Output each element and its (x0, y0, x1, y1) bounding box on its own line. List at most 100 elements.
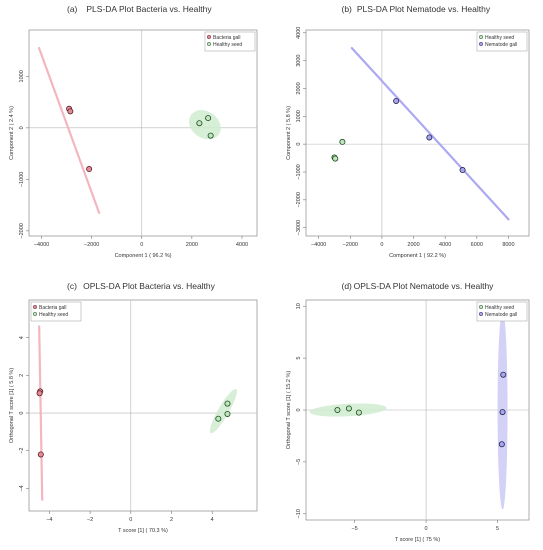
data-point (345, 405, 352, 412)
legend-marker (206, 34, 212, 40)
y-tick-label: −2 (19, 448, 25, 454)
x-tick-label: 0 (129, 517, 132, 523)
y-axis-label: Component 2 ( 2.4 %) (9, 106, 15, 160)
legend-marker (478, 34, 484, 40)
x-tick-label: 4000 (236, 242, 248, 248)
legend-box (476, 301, 528, 322)
y-tick-label: 0 (19, 412, 25, 415)
data-point (196, 120, 203, 127)
y-axis-label: Orthogonal T score [1] ( 15.2 %) (286, 371, 292, 450)
chart-panel: (c) OPLS-DA Plot Bacteria vs. Healthy −4 −2… (9, 281, 258, 534)
x-tick-label: 5 (496, 526, 499, 532)
plot-frame (28, 299, 258, 512)
chart-title: OPLS-DA Plot Bacteria vs. Healthy (83, 281, 216, 291)
panel-label: (d) (342, 281, 353, 291)
data-point (86, 166, 93, 173)
y-tick-label: −3000 (296, 220, 302, 235)
legend-marker (478, 304, 484, 310)
y-tick-label: −1000 (19, 172, 25, 187)
data-point (67, 108, 74, 115)
y-tick-label: 4 (19, 336, 25, 339)
x-tick-label: −2000 (84, 242, 99, 248)
legend-box (476, 31, 528, 52)
chart-panel: (d) OPLS-DA Plot Nematode vs. Healthy −5 0 5… (286, 281, 530, 543)
y-tick-label: −4 (19, 485, 25, 491)
x-tick-label: 6000 (471, 242, 483, 248)
data-point (224, 400, 231, 407)
y-axis-label: Orthogonal T score [1] ( 5.8 %) (9, 368, 15, 443)
data-point (205, 115, 212, 122)
plot-frame (305, 29, 530, 237)
confidence-ellipse (209, 388, 237, 434)
data-point (426, 134, 433, 141)
legend-entry: Healthy seed (485, 35, 514, 41)
data-point (498, 441, 505, 448)
data-point (334, 406, 341, 413)
y-tick-label: −2000 (296, 192, 302, 207)
x-tick-label: 2000 (407, 242, 419, 248)
panel-label: (c) (67, 281, 77, 291)
x-tick-label: −2 (87, 517, 93, 523)
legend-entry: Bacteria gall (39, 305, 67, 311)
legend-marker (32, 304, 38, 310)
x-tick-label: 0 (425, 526, 428, 532)
y-tick-label: −10 (296, 509, 302, 518)
legend-marker (478, 311, 484, 317)
legend-entry: Healthy seed (39, 312, 68, 318)
y-tick-label: 5 (296, 357, 302, 360)
data-point (355, 409, 362, 416)
data-point (36, 390, 43, 397)
data-point (207, 132, 214, 139)
x-tick-label: 0 (140, 242, 143, 248)
legend-marker (206, 41, 212, 47)
x-tick-label: −4 (46, 517, 52, 523)
data-point (224, 410, 231, 417)
confidence-ellipse (38, 325, 44, 501)
y-tick-label: 0 (296, 143, 302, 146)
y-tick-label: −5 (296, 459, 302, 465)
x-tick-label: −4000 (311, 242, 326, 248)
y-tick-label: 4000 (296, 27, 302, 39)
legend-entry: Bacteria gall (213, 35, 241, 41)
chart-panel: (a) PLS-DA Plot Bacteria vs. Healthy −4000… (9, 4, 258, 259)
confidence-ellipse (350, 46, 510, 221)
confidence-ellipse (189, 110, 221, 140)
x-tick-label: −2000 (343, 242, 358, 248)
y-tick-label: 0 (19, 126, 25, 129)
legend-marker (478, 41, 484, 47)
x-tick-label: 2000 (186, 242, 198, 248)
x-axis-label: Component 1 ( 96.2 %) (115, 253, 172, 259)
panel-label: (a) (67, 4, 78, 14)
chart-panel: (b) PLS-DA Plot Nematode vs. Healthy −4000… (286, 4, 530, 259)
x-axis-label: T score [1] ( 70.3 %) (118, 528, 168, 534)
legend-box (204, 31, 256, 52)
data-point (393, 97, 400, 104)
confidence-ellipse (37, 46, 101, 214)
x-axis-label: T score [1] ( 75 %) (395, 537, 440, 543)
data-point (332, 155, 339, 162)
x-tick-label: 0 (380, 242, 383, 248)
y-tick-label: 1000 (296, 110, 302, 122)
y-tick-label: −2000 (19, 223, 25, 238)
x-tick-label: 4 (211, 517, 214, 523)
legend-marker (32, 311, 38, 317)
y-tick-label: 2000 (296, 82, 302, 94)
x-tick-label: 2 (170, 517, 173, 523)
x-tick-label: −4000 (34, 242, 49, 248)
data-point (500, 371, 507, 378)
x-tick-label: 4000 (439, 242, 451, 248)
legend-box (30, 301, 82, 322)
y-tick-label: 1000 (19, 70, 25, 82)
y-tick-label: −1000 (296, 164, 302, 179)
chart-title: PLS-DA Plot Nematode vs. Healthy (357, 4, 491, 14)
y-tick-label: 2 (19, 374, 25, 377)
data-point (339, 138, 346, 145)
data-point (499, 409, 506, 416)
legend-entry: Healthy seed (213, 42, 242, 48)
y-axis-label: Component 2 ( 5.8 %) (286, 106, 292, 160)
plot-frame (28, 29, 258, 237)
